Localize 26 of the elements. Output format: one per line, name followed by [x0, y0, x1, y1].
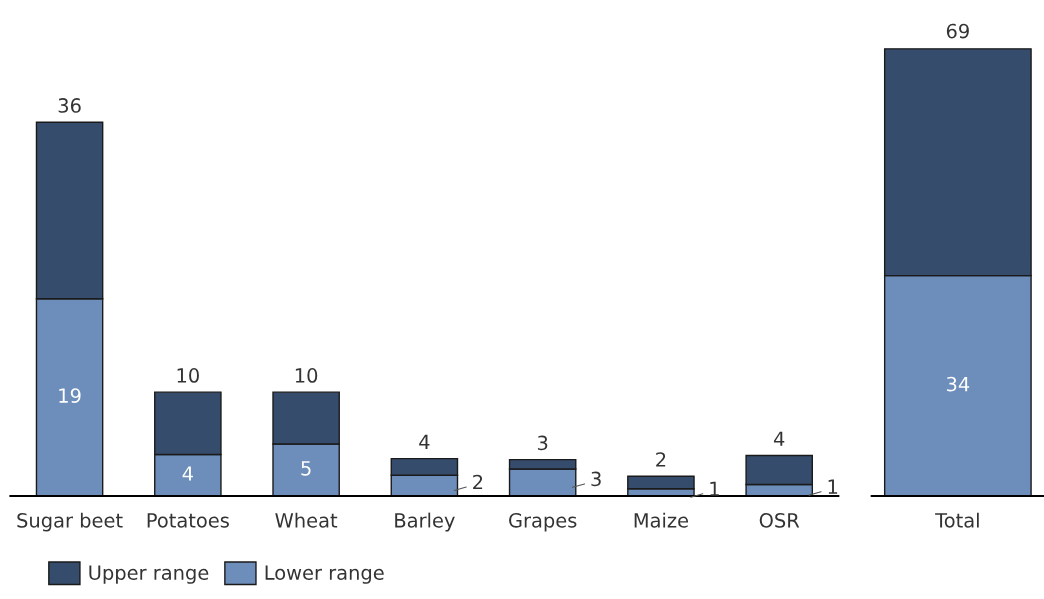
- data-label: 3: [591, 471, 601, 487]
- total-label: 3: [537, 435, 548, 451]
- data-label: 34: [946, 376, 970, 392]
- data-label: 2: [473, 474, 483, 490]
- data-label: 1: [710, 481, 719, 496]
- total-label: 2: [656, 452, 666, 467]
- total-label: 4: [419, 434, 430, 449]
- total-label: 10: [177, 368, 199, 383]
- legend-label: Lower range: [265, 565, 384, 584]
- data-label: 5: [301, 461, 311, 476]
- total-label: 10: [295, 368, 318, 383]
- x-tick-label: Wheat: [275, 512, 338, 528]
- total-label: 69: [946, 23, 969, 39]
- total-label: 4: [773, 431, 785, 446]
- legend-label: Upper range: [89, 565, 209, 584]
- x-tick-label: OSR: [759, 512, 800, 528]
- x-tick-label: Maize: [634, 512, 689, 528]
- x-tick-label: Barley: [395, 512, 455, 532]
- data-label: 1: [828, 479, 838, 494]
- data-label: 4: [182, 466, 193, 481]
- x-tick-label: Grapes: [509, 512, 577, 532]
- x-tick-label: Total: [935, 512, 979, 528]
- data-label: 19: [59, 388, 81, 403]
- x-tick-label: Sugar beet: [17, 512, 123, 532]
- x-tick-label: Potatoes: [147, 513, 229, 528]
- total-label: 36: [58, 98, 81, 113]
